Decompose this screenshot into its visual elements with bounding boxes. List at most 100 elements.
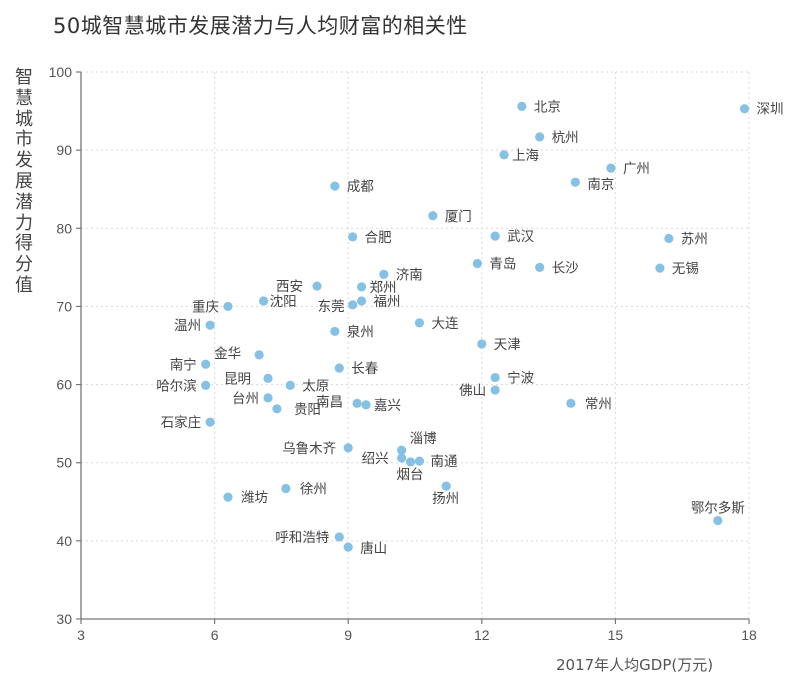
data-point: 佛山 [459,383,500,399]
data-point: 东莞 [318,299,358,315]
data-point: 徐州 [281,482,327,498]
point-marker [356,296,367,306]
point-label: 广州 [623,161,650,177]
data-point: 苏州 [664,231,708,247]
point-marker [428,211,438,221]
y-tick-label: 30 [56,611,72,627]
data-point: 济南 [379,267,423,283]
point-label: 贵阳 [294,402,321,418]
point-marker [397,445,407,455]
point-marker [606,163,616,173]
data-point: 潍坊 [223,490,268,506]
point-marker [570,177,580,187]
data-point: 无锡 [655,261,699,277]
point-marker [223,492,233,502]
x-tick-label: 15 [608,627,624,643]
data-point: 嘉兴 [361,398,401,414]
point-label: 常州 [585,396,612,412]
point-label: 金华 [214,346,241,362]
point-marker [517,101,527,111]
data-point: 厦门 [428,209,472,225]
data-point: 北京 [517,99,561,115]
point-label: 泉州 [347,323,374,340]
point-label: 南昌 [316,394,343,410]
data-point: 昆明 [224,371,273,387]
data-point: 南宁 [170,356,211,373]
point-marker [535,132,545,142]
point-marker [201,380,211,390]
data-point: 武汉 [490,229,535,245]
data-point: 上海 [499,148,539,164]
point-marker [490,385,500,395]
data-point: 鄂尔多斯 [691,500,745,526]
point-marker [490,231,500,241]
data-point: 西安 [276,279,322,295]
point-marker [334,363,344,373]
data-point: 石家庄 [161,414,215,431]
point-label: 石家庄 [161,414,202,431]
data-point: 青岛 [472,256,516,272]
point-marker [312,281,322,291]
data-point: 广州 [606,161,650,177]
point-label: 深圳 [757,102,784,118]
data-point: 沈阳 [258,294,297,310]
point-label: 呼和浩特 [275,530,329,546]
point-marker [343,542,353,552]
point-label: 烟台 [397,467,424,483]
chart-title: 50城智慧城市发展潜力与人均财富的相关性 [53,14,468,38]
point-label: 厦门 [445,209,472,225]
data-point: 绍兴 [362,451,407,467]
point-marker [330,326,340,337]
point-marker [281,483,291,494]
point-marker [566,398,576,408]
point-label: 长春 [351,361,378,377]
point-label: 温州 [174,318,201,334]
point-label: 郑州 [370,280,397,296]
point-marker [499,150,509,160]
point-marker [490,372,500,383]
x-tick-label: 12 [474,627,490,643]
data-point: 大连 [414,316,459,332]
gridlines [81,71,750,619]
data-point: 宁波 [490,370,535,387]
point-label: 淄博 [410,430,437,447]
point-label: 嘉兴 [374,398,401,414]
x-axis-label: 2017年人均GDP(万元) [556,656,714,674]
point-marker [379,269,389,279]
point-marker [205,417,215,427]
point-marker [356,282,367,292]
point-label: 南通 [430,454,457,470]
point-label: 唐山 [360,540,387,557]
data-point: 哈尔滨 [156,378,211,394]
point-label: 徐州 [300,482,327,498]
point-label: 长沙 [552,260,579,276]
point-marker [361,400,371,410]
y-tick-label: 70 [56,298,72,314]
data-point: 南昌 [316,394,362,410]
point-marker [223,301,233,312]
data-point: 太原 [285,378,329,394]
data-point: 常州 [566,396,612,412]
data-point: 呼和浩特 [275,530,344,546]
point-label: 沈阳 [270,294,297,310]
point-marker [405,457,416,467]
y-tick-label: 60 [56,377,72,393]
point-label: 鄂尔多斯 [691,500,745,517]
point-label: 太原 [302,378,329,394]
point-label: 北京 [534,99,561,115]
point-label: 东莞 [318,299,345,315]
point-label: 杭州 [552,130,579,146]
point-label: 宁波 [507,370,534,387]
point-label: 上海 [512,148,539,164]
point-label: 佛山 [459,383,486,399]
point-label: 南京 [587,177,614,193]
point-label: 青岛 [489,256,516,272]
point-label: 南宁 [170,356,197,373]
data-point: 泉州 [330,323,374,340]
data-point: 淄博 [397,430,437,455]
point-label: 昆明 [224,371,251,387]
data-point: 长春 [334,361,379,377]
point-label: 济南 [396,267,423,283]
point-label: 武汉 [507,229,534,245]
